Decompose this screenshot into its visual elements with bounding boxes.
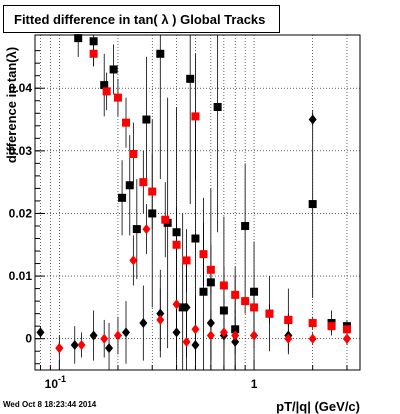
- data-point-diamond: [70, 339, 79, 350]
- data-markers: [36, 34, 351, 354]
- data-point-diamond: [250, 330, 259, 341]
- data-point-diamond: [113, 330, 122, 341]
- data-point-diamond: [182, 302, 191, 313]
- data-point-diamond: [284, 333, 293, 344]
- data-point-square: [213, 103, 222, 112]
- data-point-diamond: [219, 327, 228, 338]
- data-point-square: [118, 193, 127, 202]
- data-point-square: [284, 315, 293, 324]
- x-tick-label: 1: [251, 377, 258, 391]
- x-axis-label: pT/|q| (GeV/c): [276, 399, 360, 414]
- data-point-diamond: [156, 314, 165, 325]
- data-point-square: [206, 265, 215, 274]
- data-point-diamond: [105, 343, 114, 354]
- data-point-square: [142, 115, 151, 124]
- y-axis-label: difference in tan(λ): [4, 47, 19, 163]
- y-tick-label: 0.04: [9, 81, 33, 95]
- data-point-square: [191, 112, 200, 121]
- data-point-square: [199, 250, 208, 259]
- data-point-square: [122, 118, 131, 127]
- data-point-square: [308, 319, 317, 328]
- data-point-diamond: [342, 333, 351, 344]
- data-point-square: [148, 209, 157, 218]
- data-point-diamond: [77, 339, 86, 350]
- data-point-diamond: [191, 339, 200, 350]
- data-point-diamond: [231, 330, 240, 341]
- data-point-diamond: [122, 327, 131, 338]
- data-point-diamond: [191, 324, 200, 335]
- data-point-square: [132, 225, 141, 234]
- data-point-square: [172, 240, 181, 249]
- data-point-diamond: [206, 330, 215, 341]
- data-point-diamond: [89, 330, 98, 341]
- data-point-square: [206, 278, 215, 287]
- data-point-square: [219, 281, 228, 290]
- data-point-square: [100, 81, 109, 90]
- data-point-square: [241, 297, 250, 306]
- data-point-diamond: [100, 333, 109, 344]
- data-point-square: [89, 37, 98, 46]
- data-point-square: [250, 287, 259, 296]
- grid: [35, 35, 360, 370]
- data-point-square: [219, 306, 228, 315]
- y-tick-label: 0.02: [9, 206, 33, 220]
- y-tick-label: 0.01: [9, 269, 33, 283]
- chart-title: Fitted difference in tan( λ ) Global Tra…: [3, 5, 280, 33]
- data-point-square: [125, 181, 134, 190]
- data-point-square: [241, 221, 250, 230]
- data-point-square: [113, 93, 122, 102]
- data-point-diamond: [182, 336, 191, 347]
- data-point-diamond: [55, 343, 64, 354]
- data-point-diamond: [129, 255, 138, 266]
- x-tick-label: 10-1: [45, 374, 66, 391]
- y-tick-label: 0: [25, 332, 32, 346]
- data-point-square: [327, 322, 336, 331]
- plot-area: [34, 34, 361, 371]
- data-point-square: [182, 256, 191, 265]
- data-point-square: [186, 74, 195, 83]
- data-point-square: [139, 178, 148, 187]
- x-tick-label-exponent: -1: [58, 374, 66, 384]
- timestamp: Wed Oct 8 18:23:44 2014: [3, 400, 97, 409]
- data-point-square: [161, 215, 170, 224]
- y-tick-label: 0.03: [9, 144, 33, 158]
- data-point-square: [265, 309, 274, 318]
- data-point-diamond: [308, 114, 317, 125]
- data-point-square: [129, 149, 138, 158]
- data-point-diamond: [172, 299, 181, 310]
- data-point-diamond: [231, 336, 240, 347]
- data-point-diamond: [142, 224, 151, 235]
- data-point-square: [109, 65, 118, 74]
- data-point-square: [172, 228, 181, 237]
- data-point-square: [308, 200, 317, 209]
- axes: 0 0.01 0.02 0.03 0.04 10-1 1: [9, 50, 348, 391]
- data-point-square: [250, 303, 259, 312]
- data-point-diamond: [172, 327, 181, 338]
- data-point-square: [102, 87, 111, 96]
- data-point-diamond: [139, 318, 148, 329]
- data-point-diamond: [36, 327, 45, 338]
- data-point-diamond: [308, 333, 317, 344]
- data-point-square: [74, 34, 83, 43]
- data-point-diamond: [156, 308, 165, 319]
- data-point-square: [89, 49, 98, 58]
- data-point-square: [191, 234, 200, 243]
- data-point-square: [156, 49, 165, 58]
- data-point-square: [148, 187, 157, 196]
- data-point-square: [342, 325, 351, 334]
- data-point-square: [231, 290, 240, 299]
- data-point-square: [231, 325, 240, 334]
- data-point-square: [199, 287, 208, 296]
- data-point-diamond: [206, 318, 215, 329]
